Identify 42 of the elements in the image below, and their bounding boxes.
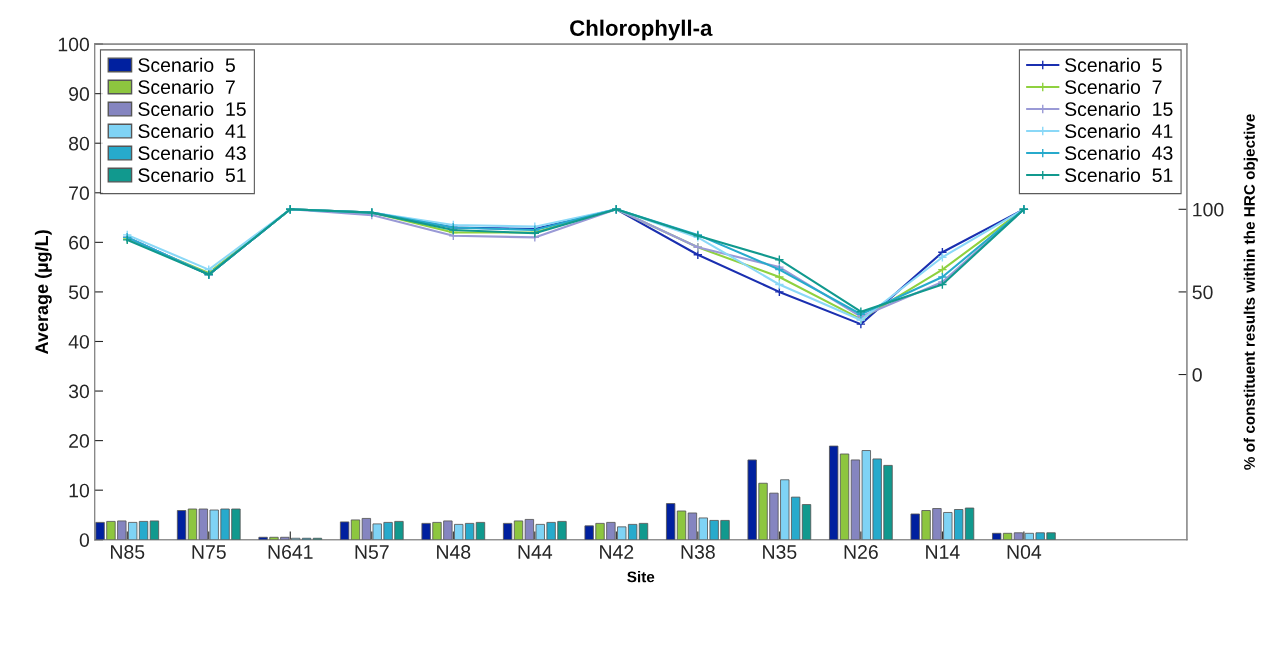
legend-label: Scenario 41	[1065, 123, 1173, 139]
y-tick-label: 30	[68, 384, 90, 399]
legend-label: Scenario 15	[138, 101, 246, 117]
x-tick-label: N85	[111, 545, 145, 559]
y-tick-label: 100	[58, 37, 90, 52]
x-tick-label: N75	[192, 545, 226, 559]
y-tick-label: 60	[69, 235, 90, 250]
y-tick-label: 40	[68, 334, 90, 349]
legend-label: Scenario 5	[138, 57, 235, 72]
x-tick-label: N57	[355, 545, 389, 559]
legend-label: Scenario 43	[138, 145, 246, 161]
x-tick-label: N44	[518, 545, 553, 559]
y-tick-label: 50	[68, 285, 90, 300]
x-tick-label: N35	[763, 545, 797, 559]
y-axis-title: Average (µg/L)	[34, 230, 52, 355]
x-axis-title: Site	[627, 571, 655, 583]
y-tick-label: 80	[69, 136, 90, 151]
x-tick-label: N48	[437, 545, 471, 559]
legend-label: Scenario 51	[1065, 167, 1173, 183]
legend-label: Scenario 5	[1065, 57, 1162, 72]
x-tick-label: N04	[1007, 545, 1042, 559]
legend-label: Scenario 43	[1065, 145, 1173, 161]
y-tick-label: 90	[69, 87, 90, 101]
legend-label: Scenario 7	[138, 79, 235, 94]
chart-title: Chlorophyll-a	[570, 19, 713, 41]
y2-tick-label: 0	[1192, 367, 1202, 382]
x-tick-label: N641	[268, 545, 313, 559]
legend-label: Scenario 7	[1065, 79, 1162, 94]
y2-axis-title: % of constituent results within the HRC objective	[1243, 114, 1258, 470]
legend-label: Scenario 41	[138, 123, 246, 139]
y-tick-label: 10	[69, 483, 90, 498]
x-tick-label: N42	[600, 545, 634, 559]
y-tick-label: 20	[69, 434, 90, 448]
x-tick-label: N38	[681, 545, 715, 559]
y2-tick-label: 100	[1193, 202, 1224, 217]
x-tick-label: N14	[926, 545, 960, 559]
y2-tick-label: 50	[1192, 285, 1213, 300]
x-tick-label: N26	[844, 545, 878, 559]
y-tick-label: 0	[79, 533, 90, 547]
y-tick-label: 70	[69, 186, 90, 201]
legend-label: Scenario 15	[1065, 101, 1173, 117]
legend-label: Scenario 51	[138, 167, 246, 183]
